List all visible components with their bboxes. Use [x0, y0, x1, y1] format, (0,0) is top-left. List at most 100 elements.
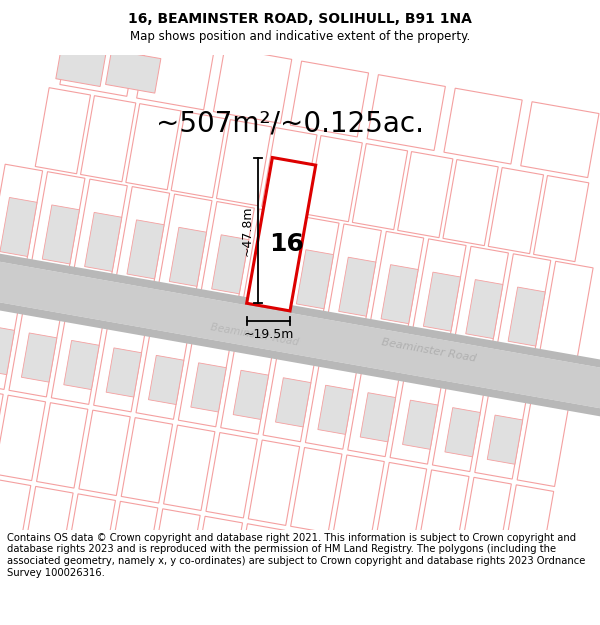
Polygon shape	[475, 392, 526, 479]
Polygon shape	[370, 231, 424, 332]
Polygon shape	[52, 317, 103, 404]
Polygon shape	[0, 326, 14, 374]
Polygon shape	[404, 554, 454, 625]
Polygon shape	[217, 119, 272, 206]
Polygon shape	[136, 332, 188, 419]
Polygon shape	[444, 88, 522, 164]
Polygon shape	[0, 198, 37, 256]
Polygon shape	[108, 501, 158, 577]
Polygon shape	[328, 224, 382, 324]
Polygon shape	[178, 339, 230, 427]
Polygon shape	[191, 363, 226, 412]
Polygon shape	[66, 494, 115, 569]
Polygon shape	[206, 432, 257, 518]
Polygon shape	[362, 546, 412, 622]
Polygon shape	[278, 531, 327, 607]
Polygon shape	[35, 88, 91, 174]
Polygon shape	[200, 201, 254, 302]
Polygon shape	[376, 462, 427, 548]
Polygon shape	[0, 388, 3, 473]
Polygon shape	[60, 21, 138, 96]
Polygon shape	[466, 279, 503, 339]
Polygon shape	[0, 247, 600, 376]
Polygon shape	[296, 250, 334, 309]
Text: 16: 16	[269, 232, 304, 256]
Polygon shape	[398, 152, 453, 238]
Polygon shape	[539, 261, 593, 361]
Text: Map shows position and indicative extent of the property.: Map shows position and indicative extent…	[130, 30, 470, 43]
Polygon shape	[73, 179, 127, 279]
Polygon shape	[433, 384, 484, 472]
Polygon shape	[443, 159, 498, 246]
Polygon shape	[502, 485, 554, 570]
Polygon shape	[127, 220, 164, 279]
Polygon shape	[243, 209, 296, 309]
Polygon shape	[521, 102, 599, 178]
Polygon shape	[137, 34, 215, 110]
Polygon shape	[85, 213, 122, 271]
Polygon shape	[221, 347, 272, 434]
Polygon shape	[454, 246, 508, 346]
Polygon shape	[307, 136, 362, 222]
Polygon shape	[460, 478, 511, 562]
Polygon shape	[171, 112, 226, 198]
Text: ~47.8m: ~47.8m	[241, 205, 253, 256]
Polygon shape	[497, 254, 551, 354]
Polygon shape	[390, 377, 442, 464]
Polygon shape	[214, 48, 292, 123]
Polygon shape	[418, 470, 469, 555]
Polygon shape	[126, 104, 181, 190]
Polygon shape	[424, 272, 461, 331]
Polygon shape	[305, 362, 357, 449]
Polygon shape	[0, 395, 46, 481]
Polygon shape	[338, 258, 376, 316]
Polygon shape	[0, 254, 600, 416]
Polygon shape	[164, 425, 215, 511]
Polygon shape	[64, 5, 108, 41]
Polygon shape	[0, 164, 43, 264]
Polygon shape	[490, 569, 539, 625]
Polygon shape	[235, 524, 285, 599]
Polygon shape	[318, 385, 353, 434]
Polygon shape	[285, 216, 339, 317]
Text: Contains OS data © Crown copyright and database right 2021. This information is : Contains OS data © Crown copyright and d…	[7, 533, 586, 578]
Polygon shape	[290, 448, 342, 533]
Text: Beaminster Road: Beaminster Road	[209, 322, 299, 348]
Polygon shape	[0, 302, 18, 389]
Polygon shape	[233, 370, 269, 419]
Polygon shape	[360, 392, 395, 442]
Polygon shape	[106, 50, 161, 93]
Polygon shape	[121, 418, 173, 503]
Polygon shape	[106, 348, 142, 397]
Polygon shape	[23, 486, 73, 562]
Polygon shape	[262, 127, 317, 214]
Polygon shape	[22, 333, 57, 382]
Polygon shape	[447, 561, 497, 625]
Polygon shape	[275, 378, 311, 427]
Polygon shape	[488, 168, 544, 254]
Polygon shape	[148, 356, 184, 404]
Polygon shape	[412, 239, 466, 339]
Polygon shape	[248, 440, 299, 526]
Polygon shape	[80, 96, 136, 182]
Polygon shape	[116, 187, 170, 287]
Polygon shape	[0, 294, 600, 423]
Polygon shape	[508, 287, 545, 346]
Polygon shape	[151, 509, 200, 584]
Text: ~507m²/~0.125ac.: ~507m²/~0.125ac.	[156, 110, 424, 138]
Polygon shape	[352, 144, 407, 229]
Polygon shape	[333, 455, 385, 541]
Polygon shape	[56, 39, 107, 86]
Text: ~19.5m: ~19.5m	[243, 328, 293, 341]
Polygon shape	[290, 61, 368, 137]
Polygon shape	[247, 158, 316, 311]
Polygon shape	[31, 172, 85, 272]
Polygon shape	[348, 369, 400, 457]
Polygon shape	[9, 309, 61, 397]
Polygon shape	[381, 264, 418, 324]
Polygon shape	[445, 408, 480, 457]
Polygon shape	[263, 354, 315, 442]
Polygon shape	[367, 74, 445, 151]
Polygon shape	[193, 516, 242, 592]
Text: Beaminster Road: Beaminster Road	[381, 338, 478, 364]
